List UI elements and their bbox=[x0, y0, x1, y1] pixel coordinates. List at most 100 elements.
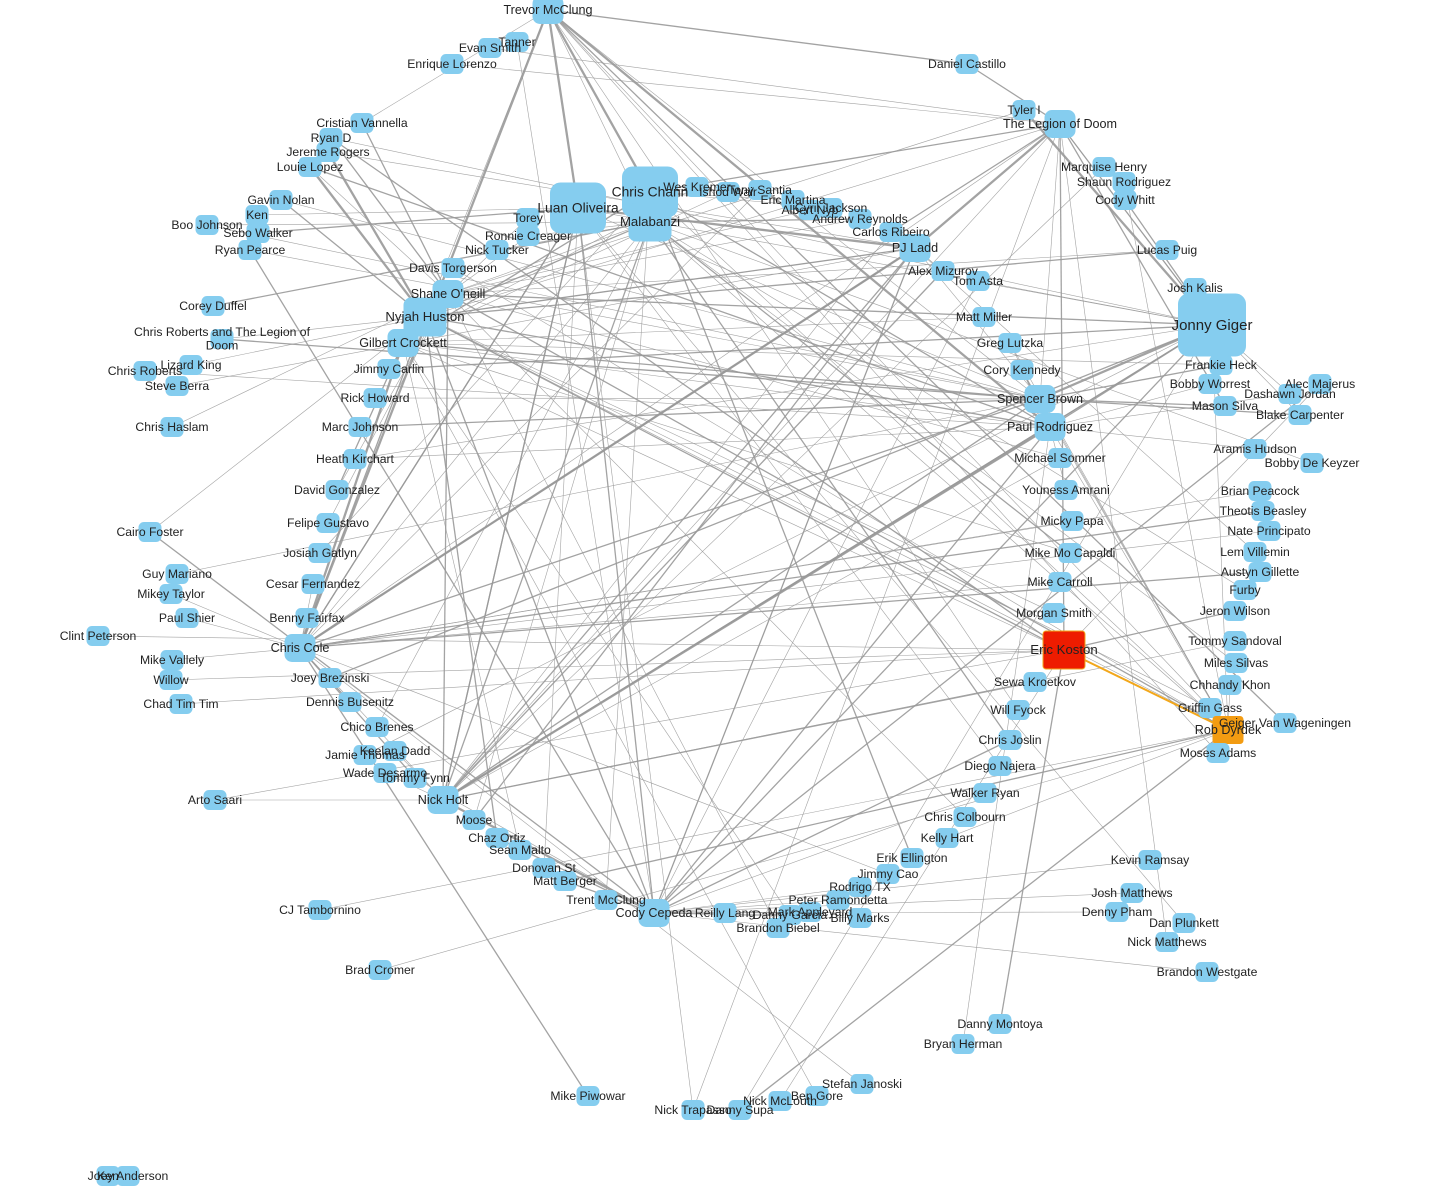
svg-text:Geiger Van Wageningen: Geiger Van Wageningen bbox=[1219, 716, 1351, 730]
svg-text:Kelly Hart: Kelly Hart bbox=[921, 831, 974, 845]
svg-text:Denny Pham: Denny Pham bbox=[1082, 905, 1152, 919]
svg-text:Nick Tucker: Nick Tucker bbox=[465, 243, 529, 257]
svg-text:Theotis Beasley: Theotis Beasley bbox=[1220, 504, 1308, 518]
svg-text:Mike Vallely: Mike Vallely bbox=[140, 653, 205, 667]
svg-text:Lucas Puig: Lucas Puig bbox=[1137, 243, 1197, 257]
svg-text:Bobby De Keyzer: Bobby De Keyzer bbox=[1265, 456, 1360, 470]
svg-text:Felipe Gustavo: Felipe Gustavo bbox=[287, 516, 369, 530]
svg-text:Stefan Janoski: Stefan Janoski bbox=[822, 1077, 902, 1091]
svg-text:Tommy Fynn: Tommy Fynn bbox=[380, 771, 450, 785]
svg-text:Clint Peterson: Clint Peterson bbox=[60, 629, 137, 643]
svg-text:Brandon Biebel: Brandon Biebel bbox=[736, 921, 819, 935]
svg-text:Chris Haslam: Chris Haslam bbox=[135, 420, 208, 434]
svg-text:Spencer Brown: Spencer Brown bbox=[997, 392, 1083, 406]
svg-text:Heath Kirchart: Heath Kirchart bbox=[316, 452, 395, 466]
svg-text:Mike Piwowar: Mike Piwowar bbox=[550, 1089, 625, 1103]
svg-text:Micky Papa: Micky Papa bbox=[1041, 514, 1104, 528]
svg-text:Josh Matthews: Josh Matthews bbox=[1091, 886, 1172, 900]
svg-text:Diego Najera: Diego Najera bbox=[964, 759, 1035, 773]
svg-text:Marc Johnson: Marc Johnson bbox=[322, 420, 399, 434]
svg-text:Sewa Kroetkov: Sewa Kroetkov bbox=[994, 675, 1077, 689]
svg-text:Will Fyock: Will Fyock bbox=[990, 703, 1046, 717]
svg-text:Keelan Dadd: Keelan Dadd bbox=[360, 744, 430, 758]
svg-text:Aramis Hudson: Aramis Hudson bbox=[1213, 442, 1296, 456]
svg-text:Joey Brezinski: Joey Brezinski bbox=[291, 671, 370, 685]
svg-text:Torey: Torey bbox=[513, 211, 544, 225]
svg-text:Matt Berger: Matt Berger bbox=[533, 874, 597, 888]
svg-text:Moses Adams: Moses Adams bbox=[1180, 746, 1257, 760]
svg-text:The Legion of Doom: The Legion of Doom bbox=[1003, 117, 1117, 131]
svg-text:Jeron Wilson: Jeron Wilson bbox=[1200, 604, 1270, 618]
svg-text:Cody Cepeda: Cody Cepeda bbox=[615, 906, 692, 920]
svg-text:Trent McClung: Trent McClung bbox=[566, 893, 645, 907]
svg-text:Mike Carroll: Mike Carroll bbox=[1027, 575, 1092, 589]
svg-text:Cristian Vannella: Cristian Vannella bbox=[316, 116, 407, 130]
svg-text:Kevin Ramsay: Kevin Ramsay bbox=[1111, 853, 1190, 867]
svg-text:Joey Anderson: Joey Anderson bbox=[88, 1169, 169, 1183]
svg-text:Ronnie Creager: Ronnie Creager bbox=[485, 229, 571, 243]
svg-text:Louie Lopez: Louie Lopez bbox=[277, 160, 343, 174]
svg-text:Jereme Rogers: Jereme Rogers bbox=[286, 145, 369, 159]
svg-text:Austyn Gillette: Austyn Gillette bbox=[1221, 565, 1300, 579]
svg-text:Marquise Henry: Marquise Henry bbox=[1061, 160, 1148, 174]
svg-text:Chris Cole: Chris Cole bbox=[271, 641, 330, 655]
svg-text:Griffin Gass: Griffin Gass bbox=[1178, 701, 1242, 715]
svg-text:Cody Whitt: Cody Whitt bbox=[1095, 193, 1155, 207]
svg-text:David Gonzalez: David Gonzalez bbox=[294, 483, 380, 497]
svg-text:Nyjah Huston: Nyjah Huston bbox=[385, 309, 464, 324]
svg-text:Mike Mo Capaldi: Mike Mo Capaldi bbox=[1025, 546, 1116, 560]
svg-text:Paul Rodriguez: Paul Rodriguez bbox=[1007, 420, 1093, 434]
svg-text:Chris Joslin: Chris Joslin bbox=[979, 733, 1042, 747]
svg-text:Matt Miller: Matt Miller bbox=[956, 310, 1012, 324]
svg-text:Chris Colbourn: Chris Colbourn bbox=[924, 810, 1005, 824]
svg-text:PJ Ladd: PJ Ladd bbox=[892, 241, 938, 255]
svg-text:Moose: Moose bbox=[456, 813, 493, 827]
svg-text:Miles Silvas: Miles Silvas bbox=[1204, 656, 1268, 670]
svg-text:Eric Koston: Eric Koston bbox=[1030, 642, 1097, 657]
svg-text:Walker Ryan: Walker Ryan bbox=[950, 786, 1019, 800]
svg-text:Shane O'neill: Shane O'neill bbox=[411, 287, 486, 301]
svg-text:Carlos Ribeiro: Carlos Ribeiro bbox=[852, 225, 929, 239]
svg-text:Sebo Walker: Sebo Walker bbox=[223, 226, 292, 240]
svg-text:Nick Matthews: Nick Matthews bbox=[1127, 935, 1206, 949]
svg-text:Corey Duffel: Corey Duffel bbox=[179, 299, 247, 313]
svg-text:Nate Principato: Nate Principato bbox=[1227, 524, 1311, 538]
svg-text:Josiah Gatlyn: Josiah Gatlyn bbox=[283, 546, 357, 560]
svg-text:Josh Kalis: Josh Kalis bbox=[1167, 281, 1223, 295]
svg-text:Youness Amrani: Youness Amrani bbox=[1022, 483, 1110, 497]
svg-text:Mason Silva: Mason Silva bbox=[1192, 399, 1259, 413]
svg-text:Benny Fairfax: Benny Fairfax bbox=[269, 611, 344, 625]
svg-text:Chad Tim Tim: Chad Tim Tim bbox=[143, 697, 218, 711]
svg-text:CJ Tambornino: CJ Tambornino bbox=[279, 903, 361, 917]
svg-text:Sean Malto: Sean Malto bbox=[489, 843, 551, 857]
svg-text:Ryan Pearce: Ryan Pearce bbox=[215, 243, 286, 257]
svg-text:Nick Holt: Nick Holt bbox=[418, 793, 469, 807]
svg-text:Malabanzi: Malabanzi bbox=[620, 214, 680, 229]
svg-text:Chhandy Khon: Chhandy Khon bbox=[1190, 678, 1271, 692]
svg-text:Evan Smith: Evan Smith bbox=[459, 41, 521, 55]
svg-text:Enrique Lorenzo: Enrique Lorenzo bbox=[407, 57, 497, 71]
svg-text:Tyler I: Tyler I bbox=[1007, 103, 1040, 117]
svg-text:Trevor McClung: Trevor McClung bbox=[503, 3, 592, 17]
svg-text:Bobby Worrest: Bobby Worrest bbox=[1170, 377, 1251, 391]
svg-text:Daniel Castillo: Daniel Castillo bbox=[928, 57, 1006, 71]
svg-text:Greg Lutzka: Greg Lutzka bbox=[977, 336, 1044, 350]
svg-text:Jonny Giger: Jonny Giger bbox=[1172, 317, 1253, 334]
svg-text:Jimmy Carlin: Jimmy Carlin bbox=[354, 362, 424, 376]
svg-text:Gilbert Crockett: Gilbert Crockett bbox=[359, 336, 447, 350]
svg-text:Erik Ellington: Erik Ellington bbox=[876, 851, 947, 865]
svg-text:Chico Brenes: Chico Brenes bbox=[340, 720, 413, 734]
svg-text:Luan Oliveira: Luan Oliveira bbox=[537, 200, 619, 215]
svg-text:Blake Carpenter: Blake Carpenter bbox=[1256, 408, 1344, 422]
svg-text:Arto Saari: Arto Saari bbox=[188, 793, 242, 807]
svg-text:Dan Plunkett: Dan Plunkett bbox=[1149, 916, 1219, 930]
svg-text:Mikey Taylor: Mikey Taylor bbox=[137, 587, 205, 601]
svg-text:Cory Kennedy: Cory Kennedy bbox=[983, 363, 1061, 377]
svg-text:Cesar Fernandez: Cesar Fernandez bbox=[266, 577, 360, 591]
svg-text:Shaun Rodriguez: Shaun Rodriguez bbox=[1077, 175, 1171, 189]
svg-text:Jimmy Cao: Jimmy Cao bbox=[858, 867, 919, 881]
svg-text:Dennis Busenitz: Dennis Busenitz bbox=[306, 695, 394, 709]
svg-text:Mark Appleyard: Mark Appleyard bbox=[768, 905, 853, 919]
svg-text:Ryan D: Ryan D bbox=[311, 131, 352, 145]
svg-text:Davis Torgerson: Davis Torgerson bbox=[409, 261, 497, 275]
